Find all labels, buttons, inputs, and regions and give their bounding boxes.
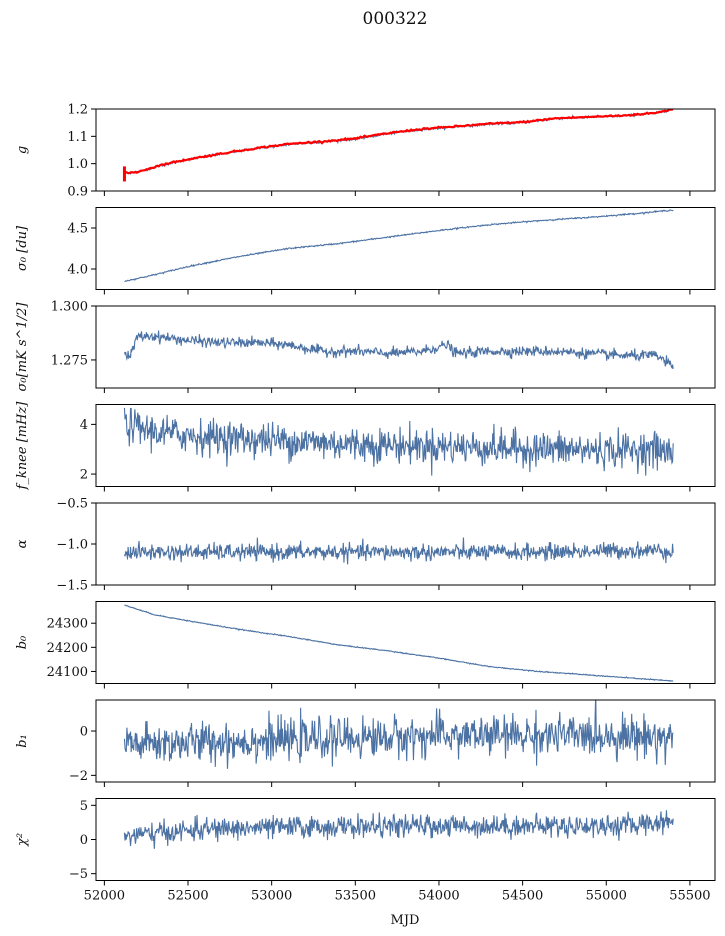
y-tick-label-sigma0_mk: 1.300 (51, 300, 88, 315)
panel-g: 0.9 1.0 1.1 1.2 g (15, 103, 716, 200)
y-axis-label-sigma0_mk: σ₀[mK s^1/2] (15, 302, 30, 392)
panel-b0: 24100 24200 24300 b₀ (15, 601, 716, 689)
panel-chi2: −5 0 5 52000 52500 53000 53500 54000 54500 55000 5… (15, 798, 716, 904)
panel-frame-sigma0_mk (95, 305, 716, 389)
y-tick-label-b1: −2 (69, 769, 88, 784)
panel-alpha: −1.5 −1.0 −0.5 α (15, 497, 716, 594)
panel-frame-sigma0_du (95, 207, 716, 290)
panel-frame-b1 (95, 699, 716, 783)
series-line-b1 (123, 700, 674, 769)
x-tick-label: 55000 (586, 889, 627, 904)
y-tick-label-b0: 24100 (47, 665, 88, 680)
panel-frame-alpha (95, 502, 716, 586)
y-tick-label-g: 1.1 (67, 130, 88, 145)
series-line-sigma0_du (124, 209, 674, 283)
panel-sigma0_mk: 1.275 1.300 σ₀[mK s^1/2] (15, 300, 716, 393)
y-tick-label-chi2: −5 (69, 867, 88, 882)
y-axis-label-fknee: f_knee [mHz] (15, 401, 30, 491)
y-tick-label-sigma0_du: 4.5 (67, 222, 88, 237)
x-tick-label: 53500 (335, 889, 376, 904)
x-tick-label: 54000 (418, 889, 459, 904)
series-line-g (124, 109, 674, 175)
y-axis-label-g: g (15, 146, 30, 154)
panels-group: 0.9 1.0 1.1 1.2 g 4.0 4.5 σ₀ [du] 1.275 1.300 σ₀[m… (15, 103, 716, 904)
panel-frame-g (95, 108, 716, 192)
panel-frame-b0 (95, 601, 716, 684)
y-tick-label-sigma0_du: 4.0 (67, 263, 88, 278)
y-tick-label-alpha: −1.0 (56, 538, 88, 553)
series-line-chi2 (123, 810, 674, 849)
y-tick-label-chi2: 5 (80, 799, 88, 814)
y-tick-label-sigma0_mk: 1.275 (51, 353, 88, 368)
y-axis-label-alpha: α (15, 539, 30, 548)
series-line-alpha (123, 537, 674, 565)
x-tick-label: 52000 (84, 889, 125, 904)
panel-frame-fknee (95, 404, 716, 487)
panel-sigma0_du: 4.0 4.5 σ₀ [du] (15, 207, 716, 295)
y-tick-label-b1: 0 (80, 725, 88, 740)
x-tick-label: 54500 (502, 889, 543, 904)
series-line-fknee (123, 407, 674, 476)
panel-fknee: 2 4 f_knee [mHz] (15, 401, 716, 492)
y-tick-label-g: 1.2 (67, 103, 88, 118)
panel-b1: −2 0 b₁ (15, 699, 716, 787)
series-line-b0 (124, 604, 674, 682)
chart-title: 000322 (363, 9, 428, 29)
y-axis-label-b1: b₁ (15, 734, 30, 748)
series-line-sigma0_mk (123, 330, 674, 370)
y-axis-label-sigma0_du: σ₀ [du] (15, 225, 30, 271)
y-tick-label-b0: 24200 (47, 641, 88, 656)
panel-frame-chi2 (95, 798, 716, 881)
y-axis-label-b0: b₀ (15, 635, 30, 649)
y-tick-label-fknee: 2 (80, 468, 88, 483)
x-tick-label: 55500 (669, 889, 710, 904)
y-tick-label-g: 0.9 (67, 185, 88, 200)
y-tick-label-g: 1.0 (67, 157, 88, 172)
x-tick-label: 53000 (251, 889, 292, 904)
y-tick-label-fknee: 4 (80, 418, 88, 433)
y-tick-label-alpha: −0.5 (56, 497, 88, 512)
y-tick-label-chi2: 0 (80, 833, 88, 848)
y-tick-label-b0: 24300 (47, 617, 88, 632)
x-tick-label: 52500 (167, 889, 208, 904)
overlay-line-g (123, 109, 674, 175)
x-axis-label: MJD (391, 913, 420, 928)
y-axis-label-chi2: χ² (15, 833, 30, 847)
y-tick-label-alpha: −1.5 (56, 579, 88, 594)
